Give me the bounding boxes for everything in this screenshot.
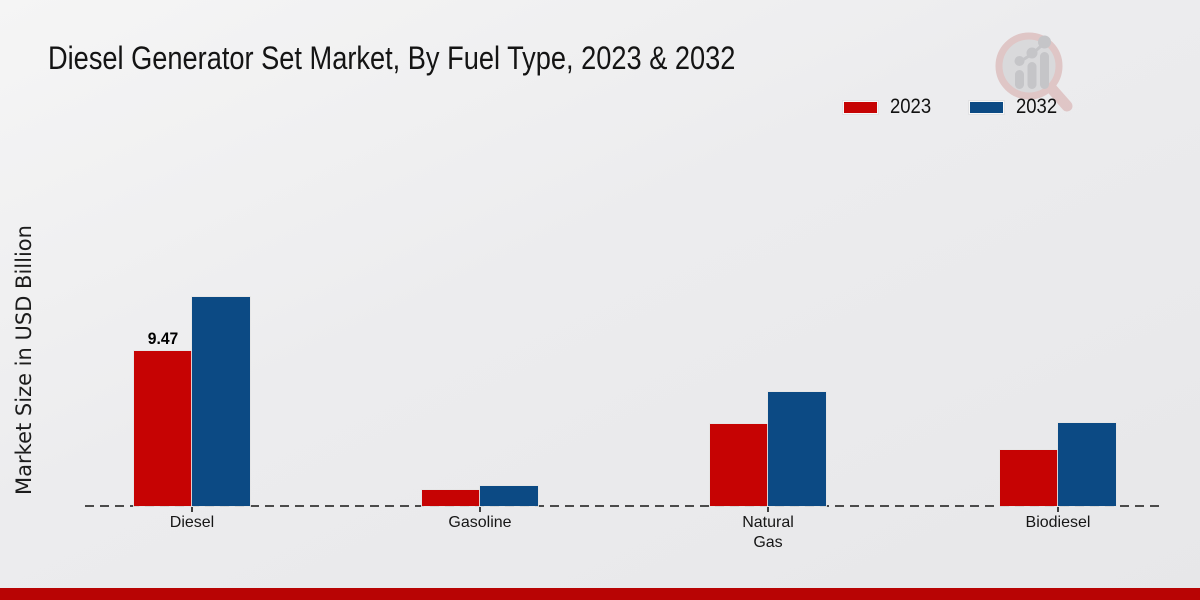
bar-2032-natural-gas — [768, 392, 826, 506]
chart-title: Diesel Generator Set Market, By Fuel Typ… — [48, 40, 857, 77]
x-axis-tick-diesel — [191, 507, 193, 512]
x-axis-tick-biodiesel — [1057, 507, 1059, 512]
bar-2023-gasoline — [422, 490, 480, 506]
category-label-natural-gas: Natural Gas — [742, 514, 794, 551]
category-label-biodiesel: Biodiesel — [1025, 514, 1091, 531]
category-label-diesel: Diesel — [169, 514, 215, 531]
legend-label-2023: 2023 — [890, 95, 932, 118]
bar-2032-biodiesel — [1058, 423, 1116, 506]
legend-item-2032: 2032 — [968, 95, 1063, 119]
category-label-gasoline: Gasoline — [448, 514, 512, 531]
x-axis-tick-gasoline — [479, 507, 481, 512]
footer-stripe — [0, 588, 1200, 600]
legend-item-2023: 2023 — [843, 95, 937, 119]
bar-2023-biodiesel — [1000, 450, 1058, 506]
magnifier-growth-chart-logo-icon — [995, 32, 1073, 112]
legend: 2023 2032 — [843, 95, 1062, 119]
bar-value-label-2023-diesel: 9.47 — [147, 329, 179, 348]
legend-swatch-2023 — [843, 100, 878, 114]
zero-baseline — [85, 505, 1163, 507]
bar-2032-diesel — [192, 297, 250, 506]
bar-2032-gasoline — [480, 486, 538, 506]
legend-swatch-2032 — [968, 100, 1004, 114]
bar-2023-natural-gas — [710, 424, 768, 506]
bar-2023-diesel — [134, 351, 192, 506]
chart-title-text: Diesel Generator Set Market, By Fuel Typ… — [48, 40, 736, 76]
x-axis-tick-natural-gas — [767, 507, 769, 512]
legend-label-2032: 2032 — [1015, 95, 1057, 118]
